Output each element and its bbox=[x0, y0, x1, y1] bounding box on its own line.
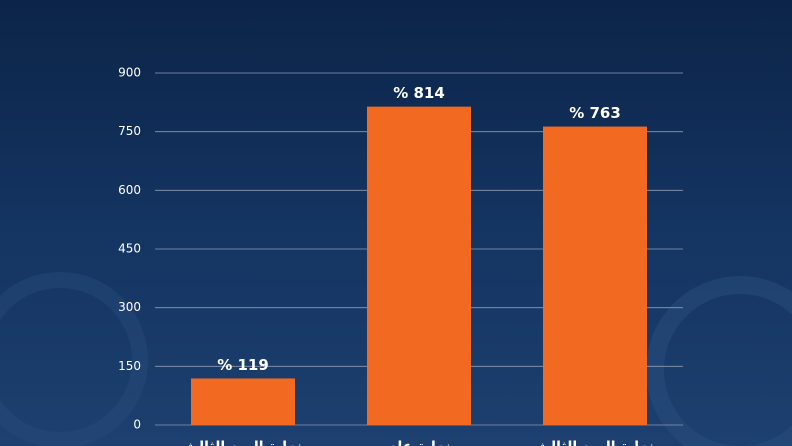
value-label: % 119 bbox=[217, 356, 269, 374]
x-tick-label: نهاية الربع الثالث bbox=[536, 439, 654, 446]
value-label: % 763 bbox=[569, 104, 621, 122]
y-tick-label: 450 bbox=[118, 242, 141, 256]
bar bbox=[191, 378, 295, 425]
value-label: % 814 bbox=[393, 84, 445, 102]
bar bbox=[543, 126, 647, 426]
y-tick-label: 750 bbox=[118, 124, 141, 138]
bar bbox=[367, 106, 471, 425]
y-tick-label: 0 bbox=[133, 418, 141, 432]
x-tick-label: نهاية عام bbox=[387, 439, 450, 446]
y-tick-label: 300 bbox=[118, 300, 141, 314]
background-decor bbox=[646, 276, 792, 446]
y-tick-label: 150 bbox=[118, 359, 141, 373]
background-decor bbox=[0, 272, 148, 446]
x-tick-label: نهاية الربع الثالث bbox=[184, 439, 302, 446]
y-tick-label: 900 bbox=[118, 66, 141, 80]
y-tick-label: 600 bbox=[118, 183, 141, 197]
